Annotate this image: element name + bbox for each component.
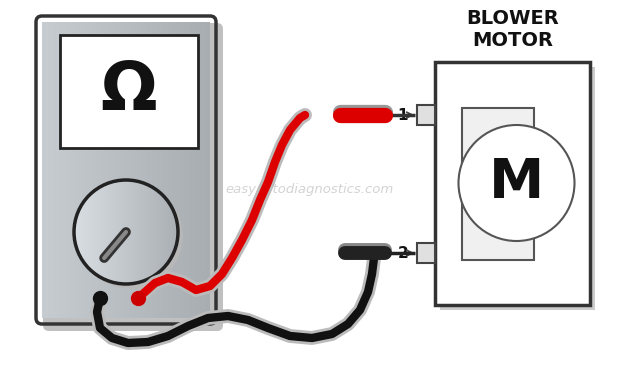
- Text: easyautodiagnostics.com: easyautodiagnostics.com: [226, 183, 394, 196]
- Circle shape: [78, 184, 182, 288]
- Bar: [440, 67, 595, 310]
- Bar: [60, 35, 198, 148]
- Text: MOTOR: MOTOR: [472, 30, 553, 50]
- Text: 1: 1: [398, 108, 408, 123]
- Text: Ω: Ω: [101, 58, 158, 124]
- Circle shape: [459, 125, 575, 241]
- Bar: [462, 108, 534, 260]
- Text: BLOWER: BLOWER: [466, 9, 559, 27]
- Bar: [435, 62, 590, 305]
- FancyBboxPatch shape: [43, 23, 223, 331]
- Bar: [417, 243, 435, 263]
- Text: M: M: [489, 156, 544, 210]
- Bar: [417, 105, 435, 125]
- Text: 2: 2: [397, 246, 408, 261]
